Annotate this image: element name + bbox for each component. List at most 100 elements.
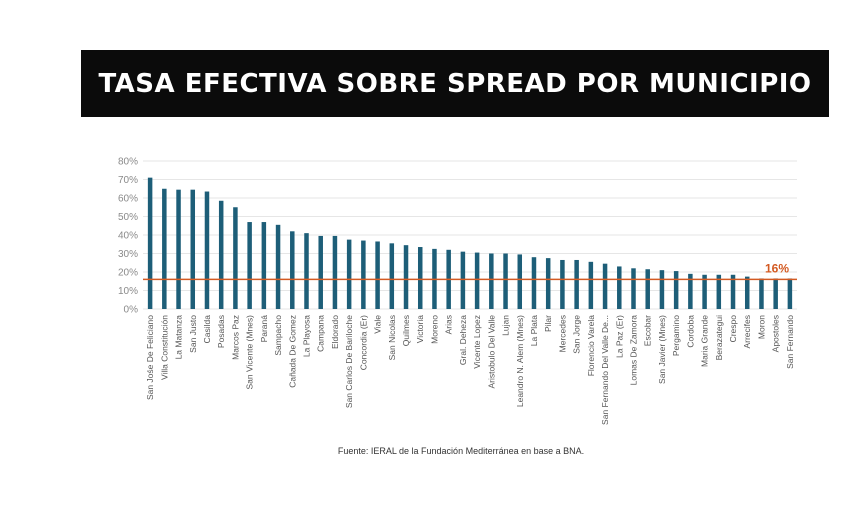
bar — [574, 259, 579, 309]
x-tick-label: San Carlos De Bariloche — [344, 315, 354, 408]
bar — [489, 253, 494, 309]
bar — [204, 191, 210, 309]
x-tick-label: Mercedes — [557, 315, 567, 352]
bar — [332, 235, 338, 309]
x-tick-label: Casilda — [202, 315, 212, 344]
x-tick-label: San Jorge — [572, 315, 582, 354]
bar — [261, 222, 267, 309]
x-tick-label: Victoria — [415, 315, 425, 343]
bar — [304, 233, 309, 309]
x-tick-label: Escobar — [643, 315, 653, 346]
x-tick-label: Berazategui — [714, 315, 724, 360]
x-tick-label: Pergamino — [671, 315, 681, 356]
bar — [503, 253, 508, 309]
bar — [375, 241, 380, 309]
x-tick-label: La Plata — [529, 315, 539, 346]
bar — [361, 240, 366, 309]
bar — [389, 243, 395, 309]
x-tick-label: Moreno — [429, 315, 439, 344]
x-tick-label: Lujan — [501, 315, 511, 336]
x-tick-label: Vicente Lopez — [472, 315, 482, 369]
bar — [588, 261, 594, 309]
bar — [659, 270, 665, 309]
x-tick-label: Pilar — [543, 315, 553, 332]
x-tick-label: Cañada De Gomez — [287, 315, 297, 388]
y-tick-label: 40% — [118, 231, 138, 242]
x-tick-label: La Paz (Er) — [614, 315, 624, 358]
x-tick-label: Leandro N. Alem (Mnes) — [515, 315, 525, 407]
source-note: Fuente: IERAL de la Fundación Mediterrán… — [337, 446, 585, 456]
bar — [517, 254, 523, 309]
bar — [346, 239, 352, 309]
x-tick-label: San Fernando — [785, 315, 795, 369]
x-tick-label: Campana — [316, 315, 326, 352]
x-tick-label: San Jośe De Feliciano — [145, 315, 155, 400]
bar — [275, 224, 281, 309]
chart-title: TASA EFECTIVA SOBRE SPREAD POR MUNICIPIO — [98, 68, 812, 99]
bar — [417, 247, 423, 309]
y-tick-label: 50% — [118, 212, 138, 223]
x-tick-label: Cordoba — [685, 315, 695, 348]
y-tick-label: 80% — [118, 157, 138, 168]
bar — [474, 252, 480, 309]
bar — [176, 189, 181, 309]
x-tick-label: San Vicente (Mnes) — [245, 315, 255, 390]
y-tick-label: 20% — [118, 268, 138, 279]
bar — [233, 207, 238, 309]
bar — [290, 231, 295, 309]
bar-chart: 0% 10% 20% 30% 40% 50% 60% 70% 80% San Jośe De Fe… — [118, 157, 797, 425]
x-tick-label: Moron — [756, 315, 766, 339]
x-tick-label: San Javier (Mnes) — [657, 315, 667, 384]
x-tick-label: Arias — [444, 315, 454, 334]
bar — [673, 271, 679, 309]
bar — [190, 189, 196, 309]
y-tick-label: 0% — [124, 305, 139, 316]
x-tick-label: La Playosa — [302, 315, 312, 357]
x-tick-label: Lomas De Zamora — [629, 315, 639, 386]
x-tick-label: Villa Constitución — [159, 315, 169, 380]
x-tick-label: Crespo — [728, 315, 738, 343]
bar — [617, 266, 622, 309]
bar — [560, 259, 565, 309]
bar — [218, 200, 224, 309]
bar — [460, 251, 466, 309]
x-tick-label: Marcos Paz — [230, 315, 240, 360]
title-banner: TASA EFECTIVA SOBRE SPREAD POR MUNICIPIO — [81, 50, 829, 117]
x-tick-label: Sampacho — [273, 315, 283, 356]
x-tick-label: Quilmes — [401, 315, 411, 346]
x-tick-label: San Nicolas — [387, 315, 397, 360]
bar — [531, 257, 537, 309]
x-tick-label: Posadas — [216, 315, 226, 348]
x-tick-label: Arrecifes — [742, 315, 752, 349]
bar — [688, 273, 693, 309]
x-tick-label: Maria Grande — [700, 315, 710, 367]
x-tick-label: Aristobulo Del Valle — [486, 315, 496, 389]
y-tick-label: 60% — [118, 194, 138, 205]
bar — [716, 274, 722, 309]
bar — [545, 258, 551, 309]
x-tick-label: Paraná — [259, 315, 269, 343]
x-tick-label: Gral. Deheza — [458, 315, 468, 365]
x-tick-label: San Justo — [188, 315, 198, 353]
x-tick-label: Viale — [373, 315, 383, 334]
bar — [147, 177, 153, 309]
x-tick-label: Florencio Varela — [586, 315, 596, 377]
bar — [730, 274, 736, 309]
bar — [403, 245, 409, 309]
bar — [773, 278, 778, 309]
y-tick-label: 10% — [118, 286, 138, 297]
bar — [602, 263, 608, 309]
bar — [787, 278, 793, 309]
bar — [744, 276, 750, 309]
bar — [631, 268, 636, 309]
x-tick-label: San Fernando Del Valle De... — [600, 315, 610, 425]
bar — [645, 269, 650, 309]
reference-line-label: 16% — [765, 261, 789, 275]
x-tick-label: La Matanza — [174, 315, 184, 360]
bar — [759, 278, 764, 309]
x-tick-label: Eldorado — [330, 315, 340, 349]
bar — [702, 274, 707, 309]
bar — [162, 188, 167, 309]
y-tick-label: 70% — [118, 175, 138, 186]
bar — [247, 222, 252, 309]
